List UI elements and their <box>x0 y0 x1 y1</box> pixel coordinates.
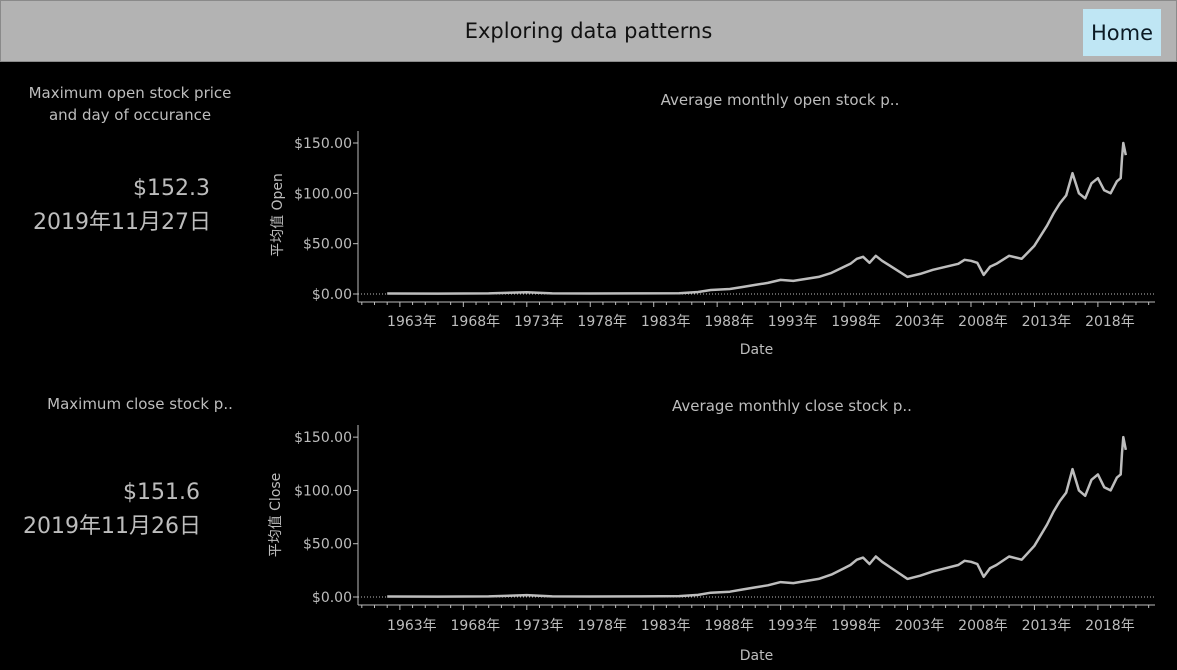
kpi-close-title-line1: Maximum close stock p.. <box>47 395 233 413</box>
x-tick-label: 1988年 <box>704 314 754 330</box>
y-tick-label: $150.00 <box>294 136 352 152</box>
x-tick-label: 1993年 <box>768 314 818 330</box>
kpi-open-title: Maximum open stock price and day of occu… <box>20 82 240 126</box>
x-tick-label: 2018年 <box>1085 314 1135 330</box>
kpi-open-title-line2: and day of occurance <box>48 106 212 124</box>
x-tick-label: 1983年 <box>641 618 691 634</box>
y-tick-label: $150.00 <box>294 430 352 446</box>
x-tick-label: 1998年 <box>831 618 881 634</box>
series-line <box>387 141 1128 295</box>
kpi-open-date: 2019年11月27日 <box>33 210 211 235</box>
x-tick-label: 1983年 <box>641 314 691 330</box>
page-title: Exploring data patterns <box>464 19 713 43</box>
y-tick-label: $0.00 <box>312 287 352 303</box>
x-axis-label: Date <box>740 342 773 358</box>
chart-1-group: $0.00 $50.00 $100.00 $150.00 1963年 1968年 1973年… <box>268 425 1155 664</box>
x-tick-label: 1988年 <box>704 618 754 634</box>
y-tick-label: $100.00 <box>294 483 352 499</box>
x-tick-label: 1968年 <box>451 314 501 330</box>
x-tick-label: 2008年 <box>958 618 1008 634</box>
y-axis-label: 平均值 Open <box>270 173 286 257</box>
x-tick-label: 1963年 <box>387 618 437 634</box>
header-bar: Exploring data patterns Home <box>0 0 1177 62</box>
x-tick-label: 2003年 <box>895 618 945 634</box>
x-tick-label: 1998年 <box>831 314 881 330</box>
x-tick-label: 1963年 <box>387 314 437 330</box>
x-axis-label: Date <box>740 648 773 664</box>
kpi-open-title-line1: Maximum open stock price <box>28 84 232 102</box>
kpi-close-title: Maximum close stock p.. <box>30 393 250 415</box>
x-tick-label: 2013年 <box>1022 618 1072 634</box>
kpi-open-value: $152.3 <box>133 176 210 201</box>
x-tick-label: 1973年 <box>514 314 564 330</box>
x-tick-label: 2018年 <box>1085 618 1135 634</box>
x-tick-label: 2013年 <box>1022 314 1072 330</box>
chart-close-title: Average monthly close stock p.. <box>672 397 912 415</box>
chart-0-group: $0.00 $50.00 $100.00 $150.00 1963年 1968年 1973年… <box>270 131 1155 358</box>
y-tick-label: $100.00 <box>294 186 352 202</box>
x-tick-label: 1978年 <box>577 618 627 634</box>
x-tick-label: 2003年 <box>895 314 945 330</box>
x-tick-label: 1968年 <box>451 618 501 634</box>
home-button[interactable]: Home <box>1083 9 1161 56</box>
chart-open-title: Average monthly open stock p.. <box>660 91 900 109</box>
y-tick-label: $50.00 <box>303 237 352 253</box>
y-axis-label: 平均值 Close <box>268 473 284 558</box>
x-tick-label: 1978年 <box>577 314 627 330</box>
y-tick-label: $0.00 <box>312 590 352 606</box>
y-tick-label: $50.00 <box>303 537 352 553</box>
x-tick-label: 2008年 <box>958 314 1008 330</box>
kpi-close-value: $151.6 <box>123 480 200 505</box>
series-line <box>387 435 1128 598</box>
kpi-close-date: 2019年11月26日 <box>23 514 201 539</box>
x-tick-label: 1973年 <box>514 618 564 634</box>
x-tick-label: 1993年 <box>768 618 818 634</box>
